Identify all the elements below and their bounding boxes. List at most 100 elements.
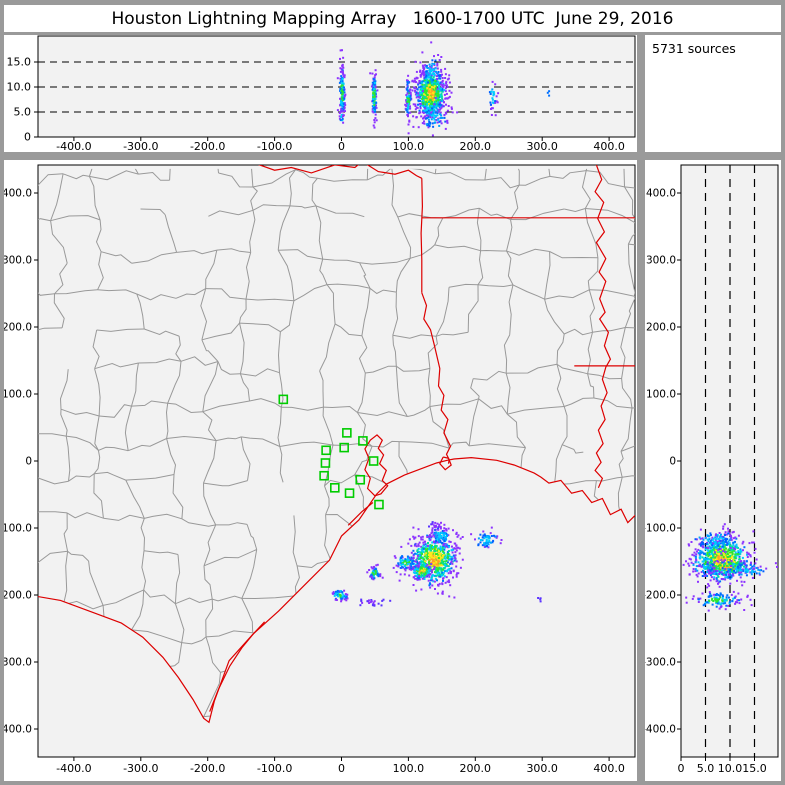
lightning-source-point (434, 557, 437, 560)
lightning-source-point (730, 535, 732, 538)
lightning-source-point (487, 537, 490, 540)
lightning-source-point (341, 49, 343, 52)
lightning-source-point (716, 552, 719, 555)
axis-tick-label: 15.0 (7, 56, 32, 69)
lightning-source-point (420, 73, 422, 76)
lightning-source-point (428, 575, 431, 578)
lightning-source-point (720, 552, 723, 555)
lightning-source-point (427, 91, 430, 94)
lightning-source-point (424, 563, 427, 566)
lightning-source-point (425, 97, 428, 100)
lightning-source-point (419, 107, 422, 110)
lightning-source-point (729, 577, 732, 580)
lightning-source-point (707, 558, 710, 561)
lightning-source-point (479, 533, 482, 536)
lightning-source-point (426, 563, 429, 566)
lightning-source-point (711, 544, 714, 547)
lightning-source-point (481, 539, 484, 542)
lightning-source-point (491, 88, 494, 91)
lightning-source-point (413, 569, 416, 571)
lightning-source-point (413, 562, 416, 565)
lightning-source-point (481, 536, 484, 539)
lightning-source-point (702, 538, 705, 541)
lightning-source-point (342, 115, 344, 118)
lightning-source-point (425, 117, 428, 120)
lightning-source-point (406, 111, 409, 113)
lightning-source-point (723, 558, 725, 561)
axis-tick-label: -400.0 (56, 140, 91, 152)
lightning-source-point (434, 546, 437, 549)
lightning-source-point (413, 79, 416, 82)
lightning-source-point (727, 565, 730, 568)
lightning-source-point (491, 101, 494, 104)
lightning-source-point (746, 571, 749, 573)
lightning-source-point (414, 108, 417, 111)
lightning-source-point (751, 568, 754, 571)
lightning-source-point (440, 93, 443, 96)
lightning-source-point (698, 536, 701, 539)
lightning-source-point (338, 81, 341, 84)
lightning-source-point (707, 564, 710, 567)
lightning-source-point (701, 551, 704, 554)
lightning-source-point (734, 601, 737, 604)
lightning-source-point (439, 548, 442, 551)
lightning-source-point (456, 535, 459, 538)
lightning-source-point (445, 563, 448, 566)
lightning-source-point (703, 573, 706, 576)
lightning-source-point (688, 544, 691, 547)
lightning-source-point (729, 562, 732, 564)
lightning-source-point (433, 114, 436, 117)
lightning-source-point (447, 96, 450, 99)
lightning-source-point (439, 573, 441, 576)
lightning-source-point (455, 573, 458, 576)
lightning-source-point (413, 565, 416, 568)
lightning-source-point (694, 548, 697, 551)
lightning-source-point (707, 567, 710, 569)
lightning-source-point (344, 593, 347, 596)
lightning-source-point (343, 589, 346, 592)
lightning-source-point (423, 574, 426, 576)
lightning-source-point (440, 574, 443, 577)
lightning-source-point (436, 522, 439, 525)
lightning-source-point (431, 114, 433, 117)
lightning-source-point (730, 576, 733, 579)
lightning-source-point (420, 556, 423, 559)
lightning-source-point (717, 545, 720, 547)
lightning-source-point (704, 560, 707, 563)
lightning-source-point (692, 568, 695, 570)
lightning-source-point (719, 535, 722, 538)
lightning-source-point (694, 568, 697, 571)
lightning-source-point (487, 546, 490, 549)
lightning-source-point (420, 536, 423, 539)
lightning-source-point (437, 568, 440, 571)
lightning-source-point (461, 558, 464, 561)
lightning-source-point (376, 89, 379, 92)
lightning-source-point (339, 596, 342, 599)
lightning-source-point (372, 124, 375, 127)
lightning-source-point (708, 553, 711, 556)
lightning-source-point (400, 563, 403, 566)
lightning-source-point (732, 562, 735, 565)
lightning-source-point (417, 555, 420, 558)
lightning-source-point (417, 528, 420, 531)
lightning-source-point (427, 542, 429, 544)
lightning-source-point (431, 565, 434, 568)
lightning-source-point (429, 96, 432, 99)
lightning-source-point (402, 561, 405, 564)
lightning-source-point (728, 596, 730, 599)
lightning-source-point (428, 80, 431, 82)
lightning-source-point (455, 565, 458, 568)
lightning-source-point (402, 559, 405, 562)
lightning-source-point (539, 598, 542, 601)
lightning-source-point (752, 541, 755, 544)
lightning-source-point (435, 535, 438, 538)
lightning-source-point (339, 67, 342, 70)
lightning-source-point (488, 91, 491, 94)
lightning-source-point (412, 115, 415, 118)
lightning-source-point (426, 534, 429, 537)
lightning-source-point (425, 573, 428, 576)
lightning-source-point (343, 102, 346, 105)
lightning-source-point (440, 567, 443, 570)
lightning-source-point (722, 545, 725, 548)
lightning-source-point (713, 552, 716, 555)
